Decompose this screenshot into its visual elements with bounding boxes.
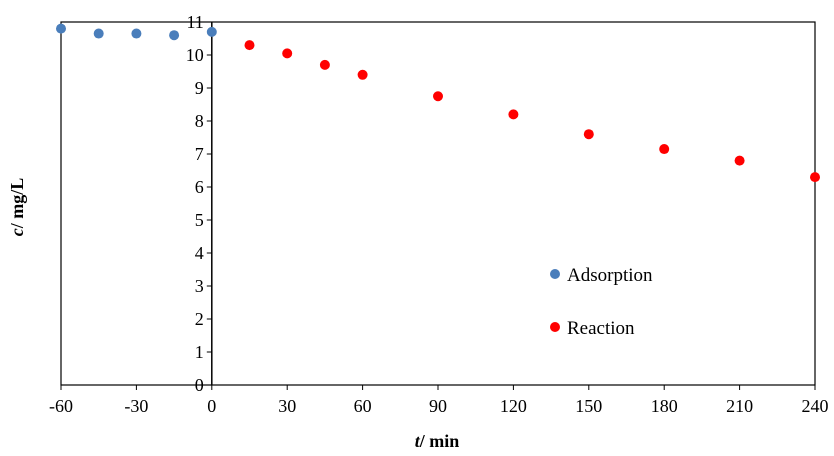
data-point-reaction: [320, 60, 330, 70]
legend-label-reaction: Reaction: [567, 318, 635, 339]
y-tick-group: 0 1 2 3 4 5 6 7 8 9 10 11: [186, 12, 212, 395]
y-tick-label: 11: [186, 12, 203, 32]
x-tick-label: 30: [278, 396, 296, 416]
data-point-adsorption: [94, 29, 104, 39]
data-point-reaction: [659, 144, 669, 154]
plot-area: -60 -30 0 30 60 90 120 150 180 210 240 0 1 2 3 4 5 6 7 8 9 1…: [49, 12, 829, 416]
y-tick-label: 7: [195, 144, 204, 164]
y-tick-label: 3: [195, 276, 204, 296]
y-tick-label: 4: [195, 243, 204, 263]
y-tick-label: 10: [186, 45, 204, 65]
legend-marker-reaction: [550, 322, 560, 332]
data-point-reaction: [508, 109, 518, 119]
y-tick-label: 9: [195, 78, 204, 98]
y-axis-title: c/ mg/L: [7, 178, 27, 237]
data-point-reaction: [245, 40, 255, 50]
data-point-adsorption: [131, 29, 141, 39]
y-tick-label: 0: [195, 375, 204, 395]
x-tick-label: 180: [651, 396, 678, 416]
x-tick-label: -30: [124, 396, 148, 416]
y-tick-label: 2: [195, 309, 204, 329]
legend-marker-adsorption: [550, 269, 560, 279]
y-tick-label: 5: [195, 210, 204, 230]
data-point-reaction: [433, 91, 443, 101]
y-tick-label: 1: [195, 342, 204, 362]
data-point-adsorption: [169, 30, 179, 40]
y-tick-label: 6: [195, 177, 204, 197]
x-axis-title-rest: / min: [419, 431, 460, 451]
plot-frame: [61, 22, 815, 385]
y-axis-title-italic: c: [7, 228, 27, 236]
x-tick-label: 60: [354, 396, 372, 416]
x-axis-title: t/ min: [415, 431, 460, 451]
x-tick-label: -60: [49, 396, 73, 416]
legend-label-adsorption: Adsorption: [567, 265, 653, 286]
data-point-reaction: [282, 48, 292, 58]
y-axis-title-rest: / mg/L: [7, 178, 27, 230]
x-tick-label: 120: [500, 396, 527, 416]
data-point-reaction: [358, 70, 368, 80]
x-tick-label: 90: [429, 396, 447, 416]
data-point-adsorption: [207, 27, 217, 37]
x-tick-label: 150: [575, 396, 602, 416]
data-point-reaction: [810, 172, 820, 182]
x-tick-label: 0: [207, 396, 216, 416]
y-tick-label: 8: [195, 111, 204, 131]
x-tick-label: 210: [726, 396, 753, 416]
data-point-reaction: [584, 129, 594, 139]
data-point-adsorption: [56, 24, 66, 34]
x-tick-label: 240: [802, 396, 829, 416]
x-tick-group: -60 -30 0 30 60 90 120 150 180 210 240: [49, 385, 829, 416]
data-point-reaction: [735, 156, 745, 166]
legend: Adsorption Reaction: [550, 265, 653, 339]
data-points: [56, 24, 820, 183]
